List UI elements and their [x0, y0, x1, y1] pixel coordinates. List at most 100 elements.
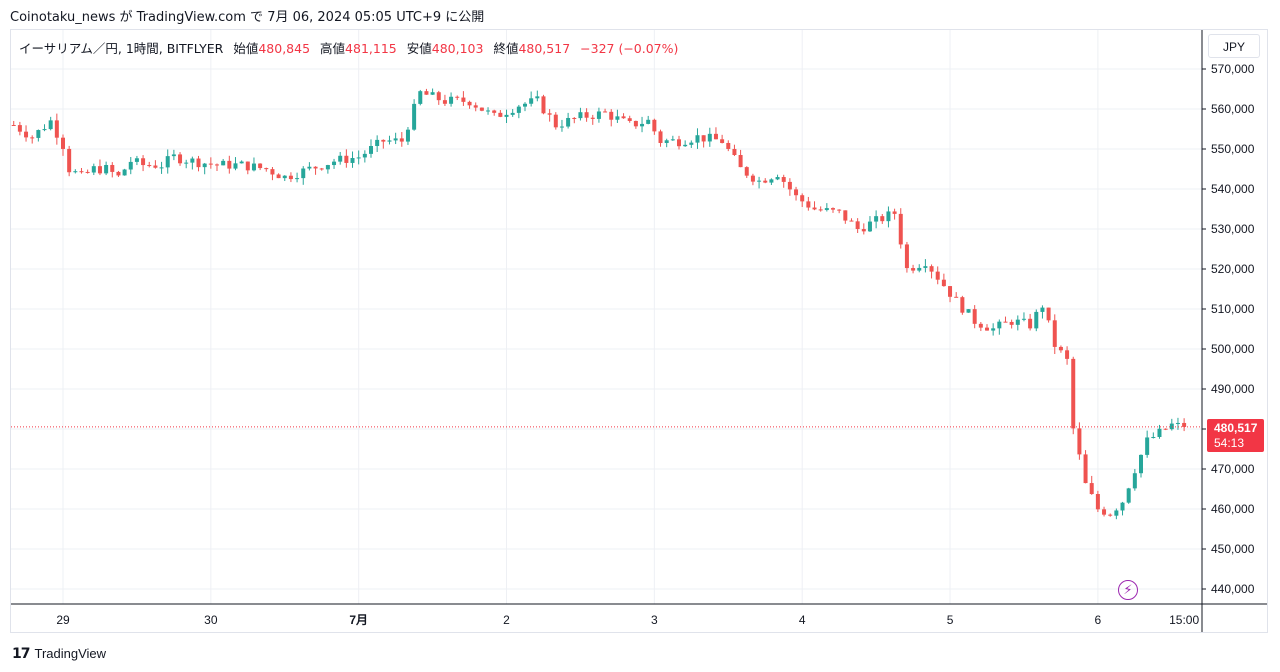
candle-body — [258, 163, 263, 169]
candle-body — [904, 244, 909, 269]
time-tick-label: 30 — [204, 613, 218, 627]
candle-body — [590, 117, 595, 119]
candle-body — [1052, 320, 1057, 347]
candle-body — [923, 266, 928, 268]
candle-body — [424, 91, 429, 95]
candle-body — [54, 120, 59, 138]
candle-body — [1046, 307, 1051, 321]
currency-button[interactable]: JPY — [1208, 34, 1260, 58]
candle-body — [640, 123, 645, 127]
candle-body — [800, 195, 805, 202]
candle-body — [713, 133, 718, 140]
candle-body — [1108, 514, 1113, 516]
candle-body — [1169, 423, 1174, 430]
candle-body — [991, 328, 996, 331]
price-tick-label: 490,000 — [1211, 382, 1255, 396]
candle-body — [449, 96, 454, 104]
candle-body — [375, 139, 380, 147]
candle-body — [504, 114, 509, 117]
price-tick-label: 570,000 — [1211, 62, 1255, 76]
open-value: 480,845 — [258, 41, 311, 56]
price-tick-label: 550,000 — [1211, 142, 1255, 156]
candle-body — [547, 113, 552, 115]
candle-body — [1114, 510, 1119, 516]
candle-body — [1126, 488, 1131, 503]
candle-body — [720, 139, 725, 143]
candle-body — [948, 286, 953, 297]
time-tick-label: 7月 — [349, 613, 368, 627]
candle-body — [972, 309, 977, 324]
low-value: 480,103 — [431, 41, 484, 56]
candle-body — [985, 327, 989, 331]
candle-body — [701, 135, 706, 142]
candle-body — [609, 111, 614, 120]
price-tick-label: 500,000 — [1211, 342, 1255, 356]
candle-body — [572, 117, 577, 119]
grid-lines — [11, 30, 1202, 604]
candle-body — [11, 125, 16, 126]
candle-body — [1077, 428, 1082, 455]
lightning-icon[interactable]: ⚡ — [1118, 580, 1138, 600]
candle-body — [523, 103, 527, 107]
candle-body — [319, 168, 324, 170]
candle-body — [270, 169, 275, 175]
candle-body — [763, 180, 768, 183]
candle-body — [1040, 307, 1045, 312]
open-label: 始値 — [233, 41, 259, 56]
candle-body — [202, 163, 207, 168]
candle-body — [356, 157, 361, 159]
candle-body — [529, 98, 534, 104]
candle-body — [393, 138, 398, 141]
candle-body — [843, 210, 848, 221]
candle-body — [381, 139, 386, 142]
candle-body — [159, 167, 164, 169]
symbol-info[interactable]: イーサリアム／円, 1時間, BITFLYER — [19, 41, 224, 56]
candle-body — [898, 213, 903, 245]
candle-body — [178, 154, 183, 164]
time-tick-label: 3 — [651, 613, 658, 627]
candle-body — [757, 180, 762, 182]
candle-body — [1021, 318, 1026, 320]
candle-body — [633, 120, 638, 127]
candle-body — [615, 116, 620, 120]
candle-body — [584, 112, 589, 118]
candle-body — [1157, 428, 1162, 437]
candle-body — [301, 168, 306, 179]
candle-body — [886, 211, 891, 222]
candle-body — [787, 181, 792, 190]
candle-body — [744, 167, 749, 176]
candle-body — [251, 163, 256, 171]
candle-body — [486, 110, 491, 112]
candle-body — [566, 117, 571, 127]
candle-body — [196, 158, 201, 168]
candle-body — [479, 107, 484, 111]
candle-body — [332, 161, 337, 166]
candle-body — [818, 209, 823, 211]
candle-body — [276, 174, 281, 179]
candle-body — [313, 166, 318, 169]
candle-body — [307, 166, 312, 169]
candle-body — [208, 163, 213, 165]
candle-body — [1028, 318, 1033, 329]
candle-body — [153, 165, 158, 168]
candle-body — [110, 165, 115, 172]
candle-body — [806, 201, 811, 208]
candle-body — [442, 100, 447, 104]
candle-body — [1151, 436, 1156, 438]
candle-body — [42, 129, 47, 131]
candle-body — [245, 161, 250, 171]
candle-body — [1058, 346, 1063, 351]
candle-body — [30, 137, 35, 139]
time-tick-label: 15:00 — [1169, 613, 1199, 627]
chart-frame[interactable] — [10, 29, 1268, 633]
candle-body — [473, 105, 478, 108]
candle-body — [578, 112, 583, 119]
candle-body — [24, 131, 29, 138]
candle-body — [282, 175, 287, 179]
candle-body — [954, 296, 959, 298]
candle-body — [190, 158, 195, 163]
candle-body — [1120, 502, 1125, 511]
candle-body — [79, 171, 84, 173]
candle-body — [750, 175, 755, 182]
